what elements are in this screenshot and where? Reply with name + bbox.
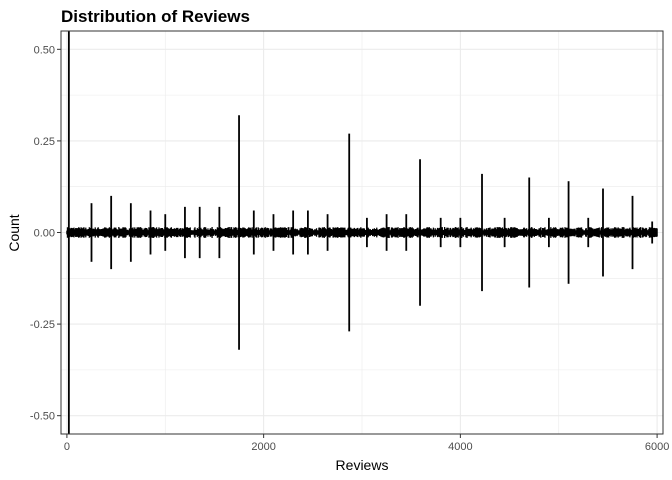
y-axis-title: Count <box>6 214 22 251</box>
y-tick-label: 0.25 <box>34 136 55 148</box>
y-tick-label: 0.50 <box>34 44 55 56</box>
y-tick-label: 0.00 <box>34 228 55 240</box>
x-tick-label: 0 <box>64 441 70 453</box>
x-axis-title: Reviews <box>336 457 389 473</box>
x-tick-label: 2000 <box>251 441 275 453</box>
x-tick-label: 6000 <box>645 441 669 453</box>
y-tick-label: -0.50 <box>30 411 55 423</box>
data-series <box>66 31 658 434</box>
chart-title: Distribution of Reviews <box>61 7 250 26</box>
panel-border <box>60 30 664 435</box>
x-tick-label: 4000 <box>448 441 472 453</box>
y-tick-label: -0.25 <box>30 319 55 331</box>
x-axis-ticks: 0 2000 4000 6000 <box>64 434 669 453</box>
y-axis-ticks: -0.50 -0.25 0.00 0.25 0.50 <box>30 44 61 423</box>
